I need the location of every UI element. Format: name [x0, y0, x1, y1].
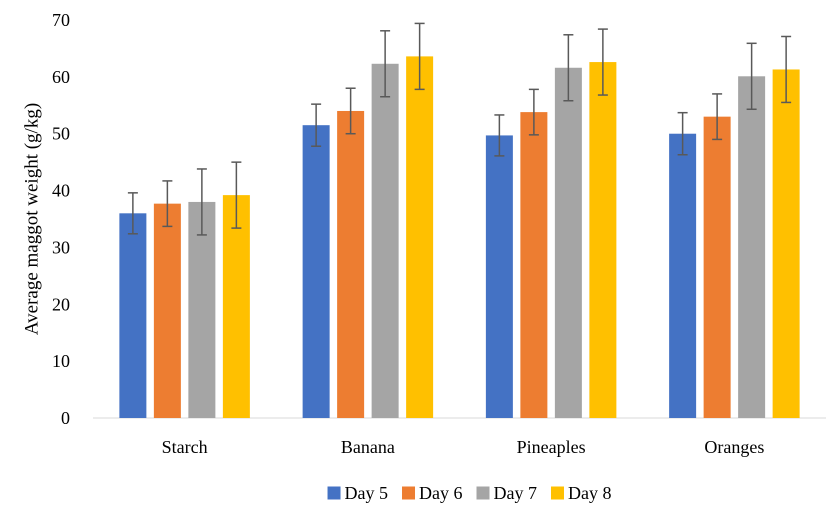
y-tick-label: 10 [52, 351, 70, 371]
error-bar [677, 111, 688, 156]
error-bar [345, 87, 356, 135]
y-tick-label: 50 [52, 124, 70, 144]
legend-item-day-8: Day 8 [550, 483, 612, 503]
legend-swatch [327, 486, 341, 500]
y-tick-label: 70 [52, 10, 70, 30]
error-bar [380, 30, 391, 98]
error-bar [311, 103, 322, 147]
legend-swatch [476, 486, 490, 500]
legend-swatch [550, 486, 564, 500]
y-tick-label: 30 [52, 237, 70, 257]
legend-label: Day 8 [568, 483, 612, 503]
category-label: Oranges [704, 437, 764, 457]
legend-label: Day 6 [419, 483, 463, 503]
error-bar [196, 168, 207, 236]
bar-day-8-starch [222, 195, 250, 418]
error-bar [231, 161, 242, 229]
error-bar [162, 180, 173, 228]
error-bar [746, 42, 757, 111]
bar-day-7-starch [188, 201, 216, 418]
legend-item-day-6: Day 6 [402, 483, 463, 503]
category-labels: Starch Banana Pineaples Oranges [162, 437, 765, 457]
error-bar [781, 35, 792, 104]
error-bar [528, 88, 539, 136]
bar-day-5-starch [119, 213, 147, 418]
error-bar [563, 34, 574, 102]
bar-day-6-pineaples [520, 112, 548, 418]
bar-day-6-starch [153, 203, 181, 418]
error-bar [597, 28, 608, 96]
error-bar [494, 114, 505, 157]
y-tick-label: 0 [61, 408, 70, 428]
bar-day-5-banana [302, 125, 330, 418]
legend-item-day-7: Day 7 [476, 483, 538, 503]
error-bars-group [127, 22, 792, 236]
bar-day-7-pineaples [554, 67, 582, 418]
legend: Day 5 Day 6 Day 7 Day 8 [327, 483, 612, 503]
error-bar [127, 192, 138, 235]
y-axis-title-group: Average maggot weight (g/kg) [21, 103, 42, 335]
bar-day-6-banana [337, 110, 365, 418]
bar-day-7-oranges [738, 76, 766, 418]
y-axis-ticks: 0 10 20 30 40 50 60 70 [52, 10, 70, 428]
legend-item-day-5: Day 5 [327, 483, 389, 503]
y-tick-label: 60 [52, 67, 70, 87]
category-label: Starch [162, 437, 208, 457]
category-label: Pineaples [517, 437, 586, 457]
bar-day-5-oranges [669, 133, 697, 418]
legend-swatch [402, 486, 416, 500]
error-bar [712, 93, 723, 141]
bar-day-7-banana [371, 63, 399, 418]
error-bar [414, 22, 425, 91]
category-label: Banana [341, 437, 395, 457]
y-axis-title: Average maggot weight (g/kg) [21, 103, 42, 335]
y-tick-label: 40 [52, 181, 70, 201]
bar-day-5-pineaples [485, 135, 513, 419]
bar-day-8-pineaples [589, 62, 617, 419]
bar-day-8-oranges [772, 69, 800, 419]
y-tick-label: 20 [52, 294, 70, 314]
bar-day-8-banana [406, 56, 434, 418]
bar-day-6-oranges [703, 116, 731, 419]
bars-group [119, 56, 800, 419]
legend-label: Day 7 [494, 483, 538, 503]
legend-label: Day 5 [345, 483, 389, 503]
